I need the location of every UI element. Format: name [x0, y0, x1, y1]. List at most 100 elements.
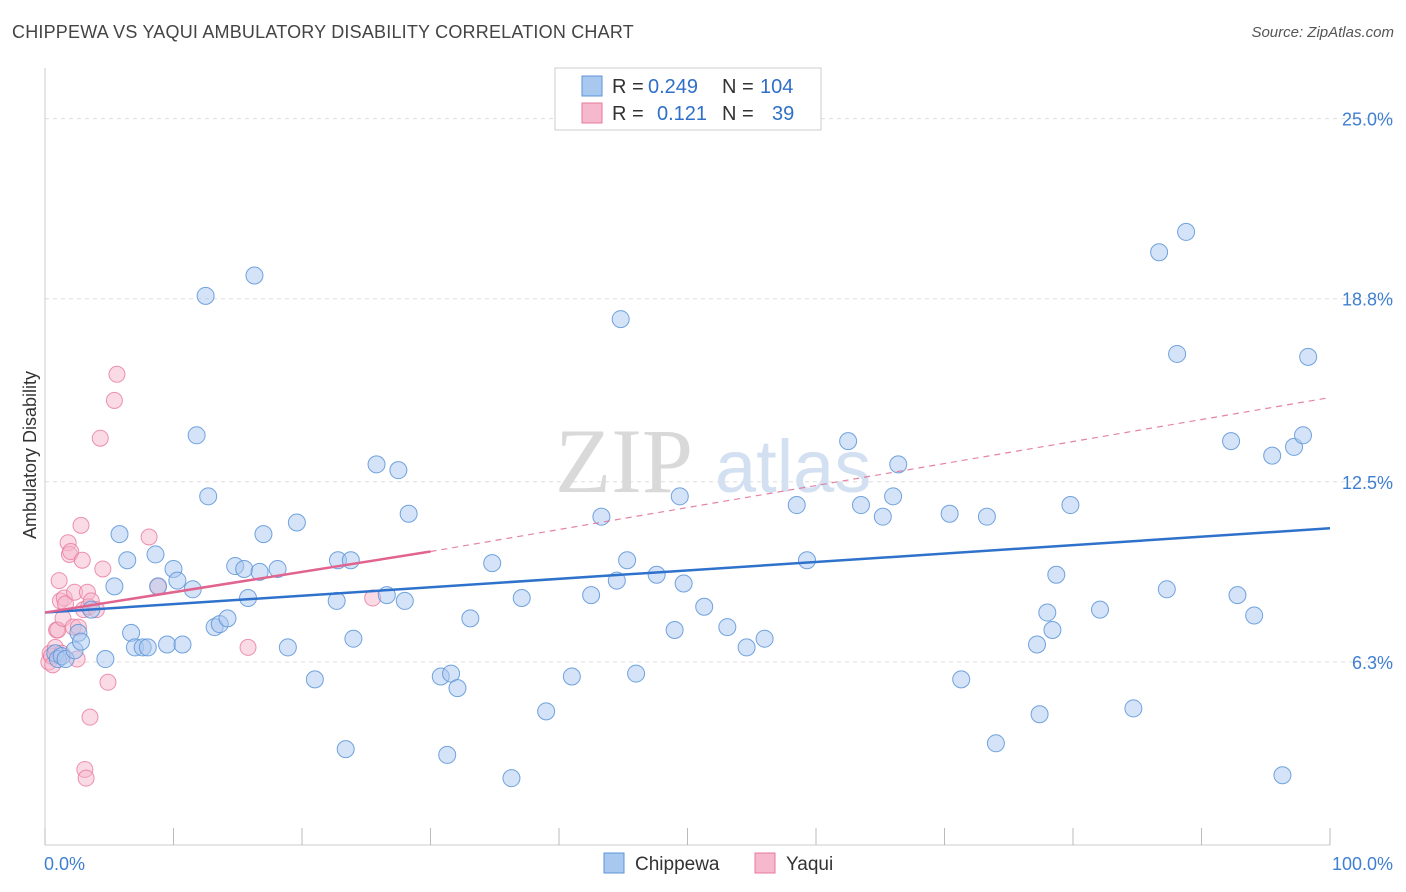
correlation-legend: R = 0.249 N = 104 R = 0.121 N = 39: [554, 67, 822, 131]
chippewa-point: [986, 734, 1005, 753]
chippewa-point: [1177, 222, 1196, 241]
chippewa-point: [592, 507, 611, 526]
chippewa-point: [268, 559, 287, 578]
yaqui-point: [99, 673, 117, 691]
yaqui-point: [72, 516, 90, 534]
chippewa-point: [1124, 699, 1143, 718]
chippewa-point: [448, 679, 467, 698]
chippewa-point: [1150, 243, 1169, 262]
yaqui-point: [108, 365, 126, 383]
y-tick-label: 18.8%: [1342, 290, 1393, 310]
chippewa-point: [389, 461, 408, 480]
chippewa-point: [873, 507, 892, 526]
chippewa-point: [1043, 620, 1062, 639]
legend-n-value-2: 39: [772, 103, 794, 125]
chippewa-point: [1299, 347, 1318, 366]
chippewa-point: [367, 455, 386, 474]
chippewa-point: [1038, 603, 1057, 622]
bottom-legend-chippewa: Chippewa: [635, 854, 720, 875]
chippewa-point: [670, 487, 689, 506]
chippewa-point: [278, 638, 297, 657]
legend-r-value-2: 0.121: [657, 103, 707, 125]
bottom-legend-yaqui: Yaqui: [786, 854, 833, 875]
chippewa-point: [173, 635, 192, 654]
yaqui-trend-line: [44, 550, 431, 614]
legend-r-value-1: 0.249: [648, 76, 698, 98]
yaqui-point: [239, 638, 257, 656]
legend-swatch-chippewa: [581, 75, 603, 97]
chippewa-point: [1222, 432, 1241, 451]
chippewa-point: [168, 571, 187, 590]
chippewa-point: [755, 629, 774, 648]
chippewa-point: [399, 504, 418, 523]
series-legend: Chippewa Yaqui: [603, 852, 833, 875]
chippewa-point: [1047, 565, 1066, 584]
legend-n-value-1: 104: [760, 76, 793, 98]
chippewa-point: [96, 650, 115, 669]
yaqui-point: [105, 391, 123, 409]
chippewa-point: [718, 618, 737, 637]
chippewa-point: [665, 620, 684, 639]
chippewa-point: [235, 559, 254, 578]
chart-title: CHIPPEWA VS YAQUI AMBULATORY DISABILITY …: [12, 22, 634, 42]
chippewa-point: [158, 635, 177, 654]
chippewa-point: [118, 551, 137, 570]
legend-swatch-yaqui: [581, 102, 603, 124]
chippewa-point: [483, 554, 502, 573]
chippewa-point: [1245, 606, 1264, 625]
bottom-legend-swatch-chippewa: [603, 852, 625, 874]
yaqui-points: [40, 365, 382, 787]
yaqui-point: [50, 572, 68, 590]
legend-r-label-2: R =: [612, 103, 644, 125]
chippewa-point: [952, 670, 971, 689]
chippewa-point: [695, 597, 714, 616]
chippewa-point: [537, 702, 556, 721]
legend-r-label-1: R =: [612, 76, 644, 98]
chippewa-point: [196, 286, 215, 305]
chippewa-point: [889, 455, 908, 474]
legend-n-label-1: N =: [722, 76, 754, 98]
chippewa-point: [1228, 586, 1247, 605]
chippewa-point: [884, 487, 903, 506]
chippewa-point: [1030, 705, 1049, 724]
trend-layer: [44, 396, 1331, 614]
chippewa-point: [502, 769, 521, 788]
yaqui-point: [62, 543, 80, 561]
chippewa-point: [254, 525, 273, 544]
chippewa-point: [1090, 600, 1109, 619]
y-tick-label: 25.0%: [1342, 110, 1393, 130]
chippewa-points: [46, 222, 1318, 788]
legend-n-label-2: N =: [722, 103, 754, 125]
chippewa-point: [138, 638, 157, 657]
chippewa-point: [438, 745, 457, 764]
chippewa-point: [627, 664, 646, 683]
watermark: ZIP atlas: [555, 410, 871, 512]
chippewa-point: [851, 496, 870, 515]
chippewa-point: [1028, 635, 1047, 654]
chippewa-point: [647, 565, 666, 584]
chippewa-point: [1294, 426, 1313, 445]
tick-labels: 6.3% 12.5% 18.8% 25.0% 0.0% 100.0%: [44, 110, 1393, 874]
x-tick-label-max: 100.0%: [1332, 854, 1393, 874]
chippewa-point: [1061, 496, 1080, 515]
chippewa-point: [1157, 580, 1176, 599]
chippewa-point: [562, 667, 581, 686]
y-axis-label: Ambulatory Disability: [20, 371, 40, 539]
chippewa-point: [798, 551, 817, 570]
chippewa-point: [344, 629, 363, 648]
chippewa-trend-line: [44, 527, 1331, 614]
chippewa-point: [149, 577, 168, 596]
chippewa-point: [110, 525, 129, 544]
chippewa-point: [146, 545, 165, 564]
chippewa-point: [618, 551, 637, 570]
y-tick-label: 6.3%: [1352, 653, 1393, 673]
yaqui-point: [140, 528, 158, 546]
watermark-zip: ZIP: [555, 410, 693, 512]
yaqui-point: [73, 551, 91, 569]
chippewa-point: [187, 426, 206, 445]
chippewa-point: [1263, 446, 1282, 465]
chippewa-point: [395, 591, 414, 610]
chippewa-point: [737, 638, 756, 657]
chippewa-point: [977, 507, 996, 526]
